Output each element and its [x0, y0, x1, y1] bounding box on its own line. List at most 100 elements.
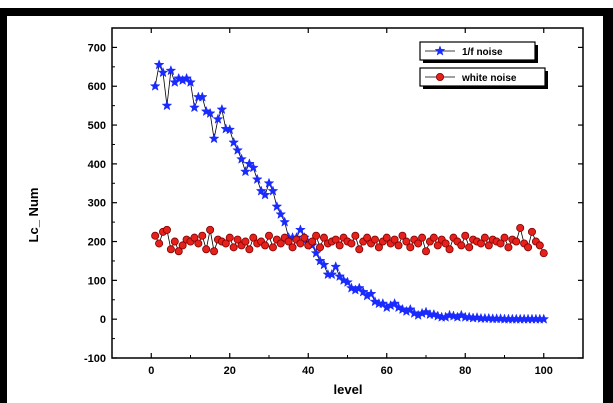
circle-marker-point	[465, 243, 474, 252]
circle-marker-point	[429, 233, 438, 242]
legend-box	[419, 41, 536, 61]
star-marker-point	[251, 173, 263, 185]
y-tick-label: 400	[88, 159, 106, 171]
star-marker-point	[279, 216, 291, 227]
circle-marker-point	[174, 247, 183, 256]
star-marker-point	[212, 113, 224, 124]
star-marker-point	[236, 153, 247, 164]
circle-marker-point	[335, 241, 344, 250]
star-marker-point	[326, 268, 338, 280]
star-marker-point	[259, 189, 271, 200]
circle-marker-point	[512, 237, 521, 246]
circle-marker-point	[308, 237, 317, 246]
circle-marker-point	[296, 239, 305, 248]
circle-marker-point	[504, 243, 513, 252]
x-axis-label: level	[334, 382, 363, 397]
star-marker-point	[216, 103, 228, 115]
circle-marker-point	[433, 241, 442, 250]
circle-marker-point	[382, 233, 391, 242]
legend-label: white noise	[461, 73, 517, 84]
star-marker-point	[240, 165, 251, 177]
star-marker-point	[188, 101, 200, 113]
star-marker-point	[224, 124, 236, 135]
frame-left-border	[0, 8, 7, 403]
circle-marker-point	[435, 73, 444, 82]
circle-marker-point	[374, 243, 383, 252]
circle-marker-point	[461, 231, 470, 240]
circle-marker-point	[539, 249, 548, 258]
circle-marker-point	[166, 245, 175, 254]
circle-marker-point	[316, 243, 325, 252]
legend-box	[419, 67, 546, 87]
circle-marker-point	[170, 237, 179, 246]
y-tick-label: 100	[88, 275, 106, 287]
circle-marker-point	[245, 245, 254, 254]
circle-marker-point	[496, 239, 505, 248]
star-marker-point	[271, 200, 283, 212]
circle-marker-point	[162, 225, 171, 234]
star-marker-point	[310, 247, 322, 258]
frame-top-border	[0, 8, 613, 16]
y-tick-label: -100	[84, 353, 106, 365]
circle-marker-point	[516, 223, 525, 232]
star-marker-point	[232, 144, 244, 155]
circle-marker-point	[249, 233, 258, 242]
circle-marker-point	[221, 239, 230, 248]
x-tick-label: 80	[459, 365, 471, 377]
circle-marker-point	[390, 235, 399, 244]
star-marker-point	[294, 224, 306, 235]
y-tick-label: 0	[100, 314, 106, 326]
circle-marker-point	[210, 247, 219, 256]
circle-marker-point	[441, 239, 450, 248]
circle-marker-point	[355, 245, 364, 254]
circle-marker-point	[151, 231, 160, 240]
star-marker-point	[538, 313, 550, 324]
star-marker-point	[247, 162, 259, 173]
star-marker-point	[153, 59, 165, 70]
legend: 1/f noise white noise	[419, 41, 548, 89]
x-tick-label: 20	[224, 365, 236, 377]
y-tick-label: 500	[88, 120, 106, 132]
star-marker-point	[434, 45, 446, 56]
circle-marker-point	[268, 243, 277, 252]
y-axis-label: Lc_ Num	[26, 188, 41, 243]
circle-marker-point	[229, 243, 238, 252]
circle-marker-point	[476, 239, 485, 248]
circle-marker-point	[351, 231, 360, 240]
star-marker-point	[263, 177, 275, 188]
star-marker-point	[318, 259, 330, 270]
star-marker-point	[275, 208, 287, 219]
circle-marker-point	[155, 239, 164, 248]
circle-marker-point	[312, 231, 321, 240]
star-marker-point	[204, 107, 216, 119]
circle-marker-point	[484, 241, 493, 250]
circle-marker-point	[190, 233, 199, 242]
circle-marker-point	[418, 233, 427, 242]
circle-marker-point	[319, 233, 328, 242]
circle-marker-point	[225, 233, 234, 242]
circle-marker-point	[198, 231, 207, 240]
circle-marker-point	[398, 231, 407, 240]
circle-marker-point	[414, 239, 423, 248]
circle-marker-point	[206, 225, 215, 234]
circle-marker-point	[276, 239, 285, 248]
frame-right-border	[603, 8, 613, 403]
star-marker-point	[330, 261, 342, 272]
circle-marker-point	[524, 243, 533, 252]
star-marker-point	[161, 99, 173, 111]
star-marker-point	[165, 64, 177, 76]
y-tick-label: 200	[88, 237, 106, 249]
x-tick-label: 0	[148, 365, 154, 377]
x-tick-label: 40	[302, 365, 314, 377]
circle-marker-point	[370, 235, 379, 244]
circle-marker-point	[402, 237, 411, 246]
circle-marker-point	[347, 239, 356, 248]
star-marker-point	[365, 288, 377, 299]
x-tick-label: 60	[381, 365, 393, 377]
circle-marker-point	[457, 241, 466, 250]
circle-marker-point	[527, 227, 536, 236]
circle-marker-point	[178, 241, 187, 250]
circle-marker-point	[194, 239, 203, 248]
